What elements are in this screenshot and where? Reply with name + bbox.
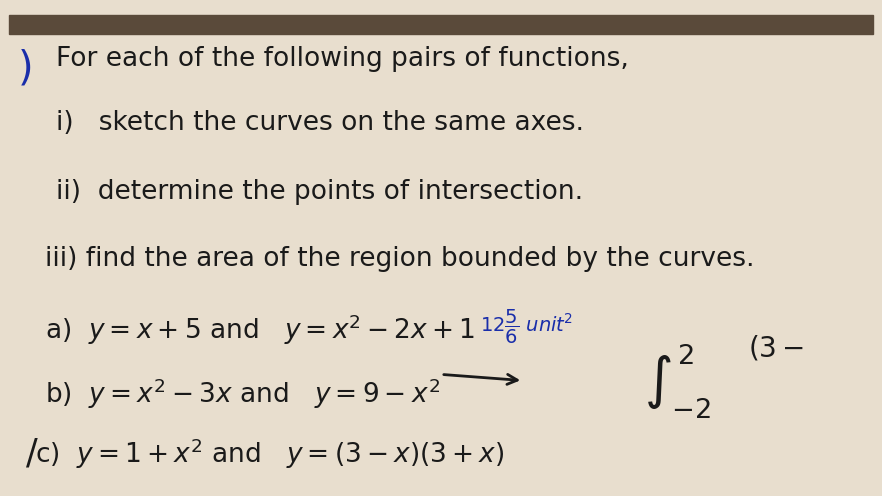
Text: i)   sketch the curves on the same axes.: i) sketch the curves on the same axes. <box>56 110 585 136</box>
Text: iii) find the area of the region bounded by the curves.: iii) find the area of the region bounded… <box>45 246 755 272</box>
Text: /: / <box>26 436 38 470</box>
Text: ): ) <box>18 48 34 88</box>
Bar <box>9 15 873 34</box>
Text: b)  $y = x^2 - 3x$ and   $y = 9 - x^2$: b) $y = x^2 - 3x$ and $y = 9 - x^2$ <box>45 377 440 411</box>
Text: $\int_{-2}^{2}$: $\int_{-2}^{2}$ <box>644 341 712 420</box>
Text: $12\dfrac{5}{6}$ unit$^2$: $12\dfrac{5}{6}$ unit$^2$ <box>480 308 573 346</box>
Text: a)  $y = x + 5$ and   $y = x^2 - 2x + 1$: a) $y = x + 5$ and $y = x^2 - 2x + 1$ <box>45 312 475 347</box>
Text: $(3-$: $(3-$ <box>748 334 804 363</box>
Text: For each of the following pairs of functions,: For each of the following pairs of funct… <box>56 46 629 72</box>
Text: c)  $y = 1 + x^2$ and   $y = (3 - x)(3 + x)$: c) $y = 1 + x^2$ and $y = (3 - x)(3 + x)… <box>34 436 505 471</box>
Text: ii)  determine the points of intersection.: ii) determine the points of intersection… <box>56 179 584 205</box>
